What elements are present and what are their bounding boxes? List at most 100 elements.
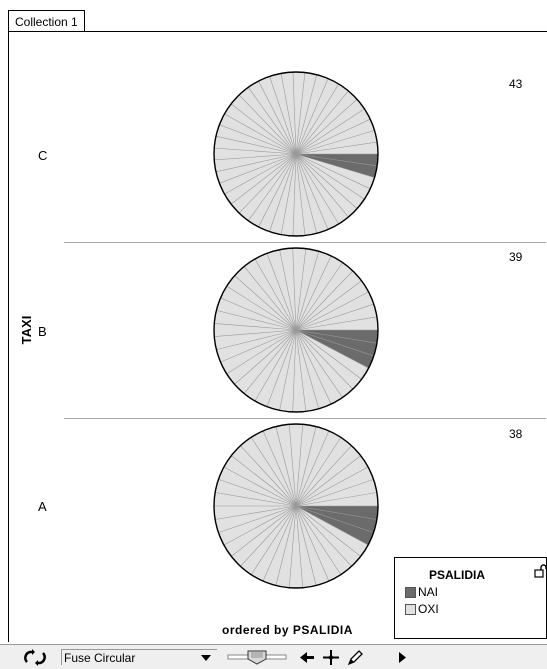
pie-panel-b[interactable] (213, 247, 379, 413)
case-spoke (280, 73, 297, 155)
case-spoke (295, 479, 374, 507)
case-spoke (258, 153, 297, 228)
case-spoke (224, 113, 297, 155)
case-spoke (238, 153, 297, 214)
case-spoke (295, 505, 342, 575)
case-spoke (295, 426, 317, 507)
case-spoke (214, 153, 297, 161)
case-spoke (254, 329, 297, 402)
play-right-icon[interactable] (395, 648, 415, 667)
case-spoke (215, 505, 297, 520)
case-spoke (240, 445, 297, 507)
case-spoke (295, 437, 342, 507)
case-spoke (248, 153, 297, 221)
case-spoke (223, 505, 297, 546)
case-spoke (234, 275, 297, 331)
pie-outline (213, 71, 379, 237)
case-spoke (292, 329, 297, 412)
case-spoke (295, 445, 352, 507)
case-spoke (295, 153, 306, 236)
legend-item-nai[interactable]: NAI (405, 586, 438, 599)
case-spoke (295, 108, 365, 155)
category-label-c: C (38, 148, 48, 163)
case-spoke (295, 118, 371, 155)
case-spoke (262, 430, 297, 507)
case-spoke (295, 505, 374, 533)
case-spoke (295, 153, 378, 167)
count-label-a: 38 (509, 427, 523, 441)
case-spoke (269, 153, 297, 232)
case-spoke (218, 479, 297, 507)
ordering-caption: ordered by PSALIDIA (222, 623, 353, 637)
case-spoke (231, 505, 297, 557)
lock-icon[interactable] (534, 564, 547, 578)
case-spoke (243, 266, 297, 331)
case-spoke (295, 262, 343, 331)
pie-panel-c[interactable] (213, 71, 379, 237)
zoom-slider[interactable] (226, 649, 288, 666)
case-spoke (295, 280, 362, 331)
case-spoke (295, 329, 374, 357)
case-spoke (295, 505, 352, 567)
case-spoke (295, 316, 377, 331)
legend-label-nai: NAI (418, 585, 439, 599)
legend-item-oxi[interactable]: OXI (405, 603, 439, 616)
plot-type-select[interactable]: Fuse Circular (61, 649, 217, 665)
case-spoke (295, 270, 354, 331)
case-spoke (214, 323, 297, 331)
case-spoke (295, 153, 358, 209)
case-spoke (288, 505, 297, 588)
case-spoke (295, 153, 329, 230)
case-spoke (234, 329, 297, 385)
case-spoke (220, 329, 297, 363)
pie-panel-a[interactable] (213, 423, 379, 589)
case-spoke (295, 153, 371, 190)
pie-slice-nai[interactable] (296, 330, 378, 369)
case-spoke (230, 103, 297, 155)
case-spoke (215, 135, 297, 155)
case-spoke (295, 329, 343, 398)
case-spoke (295, 130, 375, 155)
case-spoke (295, 492, 377, 507)
pie-slice-nai[interactable] (296, 506, 378, 546)
legend-swatch-nai (405, 587, 416, 598)
case-spoke (295, 329, 332, 405)
pencil-icon[interactable] (345, 648, 365, 667)
crosshair-icon[interactable] (321, 648, 341, 667)
plot-frame (8, 31, 547, 642)
collection-tab[interactable]: Collection 1 (8, 10, 85, 32)
case-spoke (279, 249, 297, 331)
case-spoke (275, 505, 297, 586)
legend-label-oxi: OXI (418, 602, 439, 616)
case-spoke (295, 153, 349, 218)
case-spoke (295, 251, 320, 331)
case-spoke (258, 80, 297, 155)
case-spoke (250, 437, 297, 507)
case-spoke (266, 253, 297, 331)
case-spoke (219, 153, 297, 184)
refresh-icon[interactable] (22, 648, 48, 667)
case-spoke (218, 505, 297, 533)
case-spoke (230, 153, 297, 205)
case-spoke (295, 78, 329, 155)
case-spoke (226, 329, 297, 375)
arrow-left-icon[interactable] (297, 648, 317, 667)
case-spoke (295, 505, 369, 546)
case-spoke (215, 492, 297, 507)
case-spoke (295, 141, 378, 155)
case-spoke (269, 76, 297, 155)
case-spoke (295, 99, 358, 155)
case-spoke (243, 329, 297, 394)
count-label-b: 39 (509, 250, 523, 264)
case-spoke (226, 285, 297, 331)
case-spoke (216, 329, 297, 350)
case-spoke (231, 455, 297, 507)
plot-type-value: Fuse Circular (64, 651, 136, 665)
case-spoke (295, 329, 354, 390)
case-spoke (295, 153, 365, 200)
legend[interactable]: PSALIDIA NAI OXI (394, 557, 547, 639)
case-spoke (295, 505, 304, 588)
case-spoke (266, 329, 297, 407)
case-spoke (280, 153, 297, 235)
case-spoke (275, 426, 297, 507)
